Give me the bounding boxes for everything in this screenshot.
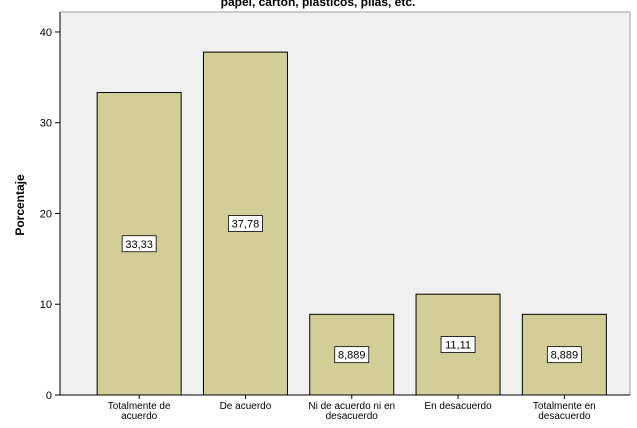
- y-tick-label: 20: [40, 208, 52, 220]
- y-axis-label: Porcentaje: [13, 174, 27, 236]
- value-label: 11,11: [445, 340, 471, 352]
- y-tick-label: 40: [40, 27, 52, 39]
- y-tick-label: 0: [46, 390, 52, 402]
- x-tick-label: Totalmente en desacuerdo: [532, 401, 596, 422]
- value-label: 33,33: [125, 239, 153, 251]
- x-tick-label: De acuerdo: [219, 401, 272, 412]
- value-label-box: [546, 346, 582, 364]
- x-tick-label: Totalmente de acuerdo: [107, 401, 171, 422]
- value-label-box: [334, 346, 370, 364]
- x-tick-label: En desacuerdo: [424, 401, 492, 412]
- value-label-box: [121, 235, 157, 253]
- y-tick-label: 10: [40, 299, 52, 311]
- value-label: 8,889: [551, 350, 579, 362]
- value-label-box: [440, 336, 476, 353]
- value-label: 8,889: [338, 350, 366, 362]
- value-label-box: [228, 215, 263, 232]
- chart-title: papel, cartón, plásticos, pilas, etc.: [221, 0, 416, 9]
- x-tick-label: Ni de acuerdo ni en desacuerdo: [308, 401, 396, 422]
- value-label: 37,78: [232, 219, 260, 231]
- y-tick-label: 30: [40, 118, 52, 130]
